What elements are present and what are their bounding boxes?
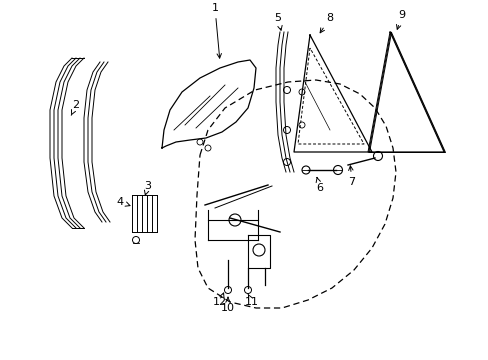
Text: 2: 2: [71, 100, 80, 115]
Text: 1: 1: [211, 3, 221, 58]
Text: 5: 5: [274, 13, 282, 30]
Text: 10: 10: [221, 297, 235, 313]
Text: 4: 4: [116, 197, 130, 207]
Text: 8: 8: [320, 13, 333, 33]
Text: 6: 6: [316, 177, 323, 193]
Text: 7: 7: [348, 166, 355, 187]
Text: 11: 11: [244, 294, 259, 307]
Text: 12: 12: [212, 293, 226, 307]
Text: 9: 9: [396, 10, 405, 29]
Text: 3: 3: [144, 181, 151, 195]
